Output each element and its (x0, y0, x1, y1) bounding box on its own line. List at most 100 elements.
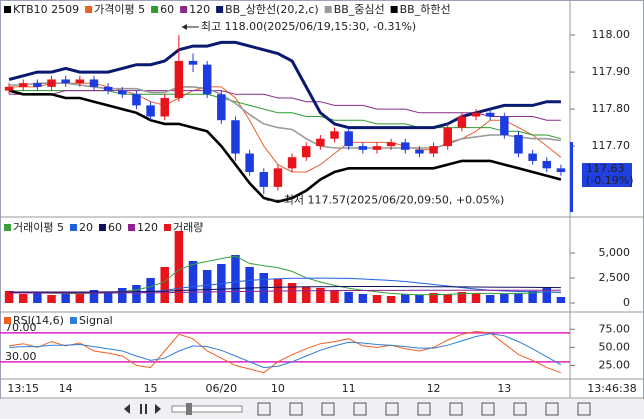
candle-body (500, 116, 509, 136)
pause-button[interactable] (145, 404, 147, 414)
x-tick-label: 14 (59, 382, 73, 395)
volume-bar (118, 288, 127, 303)
candle-body (188, 60, 198, 65)
legend-swatch (324, 6, 332, 13)
y-tick-label: 50.00 (599, 340, 631, 353)
volume-average-line (9, 286, 561, 293)
volume-bar (75, 294, 85, 303)
volume-bar (103, 292, 113, 303)
legend-label: BB_중심선 (334, 3, 385, 16)
volume-bar (202, 270, 212, 303)
legend-label: 120 (137, 221, 158, 234)
tool-button[interactable] (385, 402, 399, 416)
legend-swatch (180, 6, 188, 13)
volume-bar (160, 267, 169, 303)
tool-button[interactable] (353, 402, 367, 416)
legend-swatch (390, 6, 398, 13)
tool-button[interactable] (481, 402, 495, 416)
y-tick-label: 117.80 (592, 102, 631, 115)
candle-body (542, 160, 552, 169)
legend-label: 20 (79, 221, 93, 234)
candle-body (217, 94, 226, 121)
volume-average-line (9, 289, 561, 294)
toolbar-buttons (124, 402, 591, 416)
tool-button[interactable] (449, 402, 463, 416)
volume-bar (231, 255, 240, 303)
candle-body (4, 86, 14, 91)
annotation: 최고 118.00(2025/06/19,15:30, -0.31%) (201, 20, 416, 33)
candle-body (316, 138, 325, 147)
candle-body (47, 79, 56, 87)
x-tick-label: 13 (497, 382, 511, 395)
legend-swatch (69, 224, 77, 231)
candle-body (245, 153, 254, 173)
overlay-line (9, 82, 562, 173)
scroll-right-button[interactable] (155, 404, 161, 414)
volume-bar (4, 291, 14, 303)
candle-body (528, 153, 537, 161)
volume-bar (287, 283, 297, 303)
legend-swatch (127, 224, 135, 231)
candle-body (372, 146, 382, 150)
candle-body (273, 168, 283, 187)
pause-button[interactable] (140, 404, 142, 414)
annotation-arrowhead (181, 24, 187, 31)
volume-bar (245, 267, 254, 303)
candle-body (75, 79, 85, 84)
candle-body (202, 64, 212, 95)
indicator-line (9, 330, 562, 374)
x-tick-label: 10 (271, 382, 285, 395)
legend-label: 가격이평 5 (94, 3, 145, 16)
tool-button[interactable] (321, 402, 335, 416)
volume-bar (316, 288, 325, 303)
zoom-thumb[interactable] (186, 403, 192, 415)
legend-swatch (98, 224, 106, 231)
candle-body (471, 112, 481, 117)
legend-label: 60 (108, 221, 122, 234)
tool-button[interactable] (289, 402, 303, 416)
y-tick-label: 117.90 (592, 65, 631, 78)
legend-swatch (69, 317, 77, 324)
tool-button[interactable] (513, 402, 527, 416)
candle-body (330, 131, 339, 139)
scroll-left-button[interactable] (124, 404, 130, 414)
candle-body (89, 79, 99, 87)
last-change: (-0.19%) (586, 174, 634, 187)
legend-swatch (4, 224, 11, 231)
tool-button[interactable] (417, 402, 431, 416)
volume-bar (89, 290, 99, 303)
candle-body (146, 105, 155, 117)
legend-label: 거래이평 5 (13, 221, 64, 234)
reference-label: 70.00 (5, 321, 37, 334)
overlay-line (9, 90, 561, 121)
volume-bar (358, 294, 368, 303)
volume-bar (542, 287, 552, 303)
legend-label: 120 (189, 3, 210, 16)
last-price-box (582, 163, 632, 188)
volume-bar (457, 292, 467, 303)
tool-button[interactable] (257, 402, 271, 416)
overlay-line (8, 40, 561, 130)
candle-body (485, 112, 495, 117)
legend-swatch (163, 224, 171, 231)
candle-body (457, 116, 467, 128)
volume-bar (132, 285, 141, 303)
candle-body (132, 94, 141, 106)
legend-label: KTB10 2509 (13, 3, 79, 16)
candle-body (160, 97, 169, 117)
volume-bar (485, 295, 495, 303)
tool-button[interactable] (545, 402, 559, 416)
legend-swatch (85, 6, 93, 13)
volume-bar (556, 297, 566, 303)
last-time: 13:46:38 (587, 382, 636, 395)
y-tick-label: 0 (623, 296, 630, 309)
x-tick-label: 13:15 (7, 382, 39, 395)
volume-bar (344, 292, 353, 303)
tool-button[interactable] (577, 402, 591, 416)
candle-body (259, 172, 269, 187)
volume-bar (33, 292, 42, 303)
legend-label: BB_하한선 (400, 2, 451, 16)
candle-body (358, 146, 368, 150)
zoom-slider[interactable] (171, 405, 243, 413)
